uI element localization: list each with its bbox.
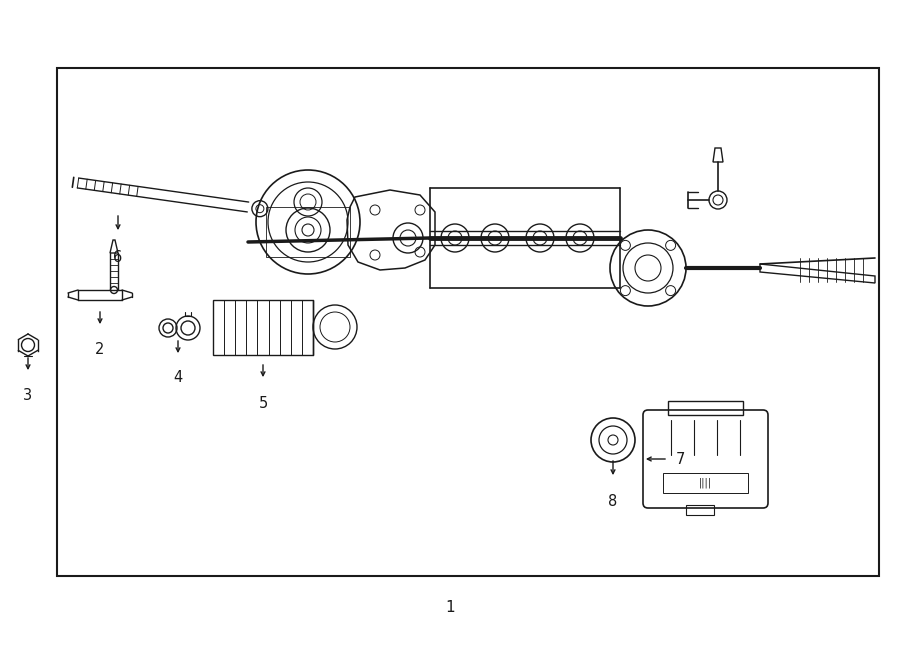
Bar bbox=[663, 473, 748, 493]
Text: 4: 4 bbox=[174, 371, 183, 385]
Text: 3: 3 bbox=[23, 387, 32, 403]
Text: ||||: |||| bbox=[698, 478, 712, 488]
Text: 1: 1 bbox=[446, 600, 454, 615]
Text: 6: 6 bbox=[113, 251, 122, 266]
Bar bbox=[668, 401, 743, 415]
Bar bbox=[213, 300, 313, 355]
Text: 8: 8 bbox=[608, 494, 617, 510]
Text: 2: 2 bbox=[95, 342, 104, 358]
Bar bbox=[686, 505, 714, 515]
Text: 7: 7 bbox=[675, 451, 685, 467]
Bar bbox=[57, 68, 879, 576]
Text: 5: 5 bbox=[258, 395, 267, 410]
